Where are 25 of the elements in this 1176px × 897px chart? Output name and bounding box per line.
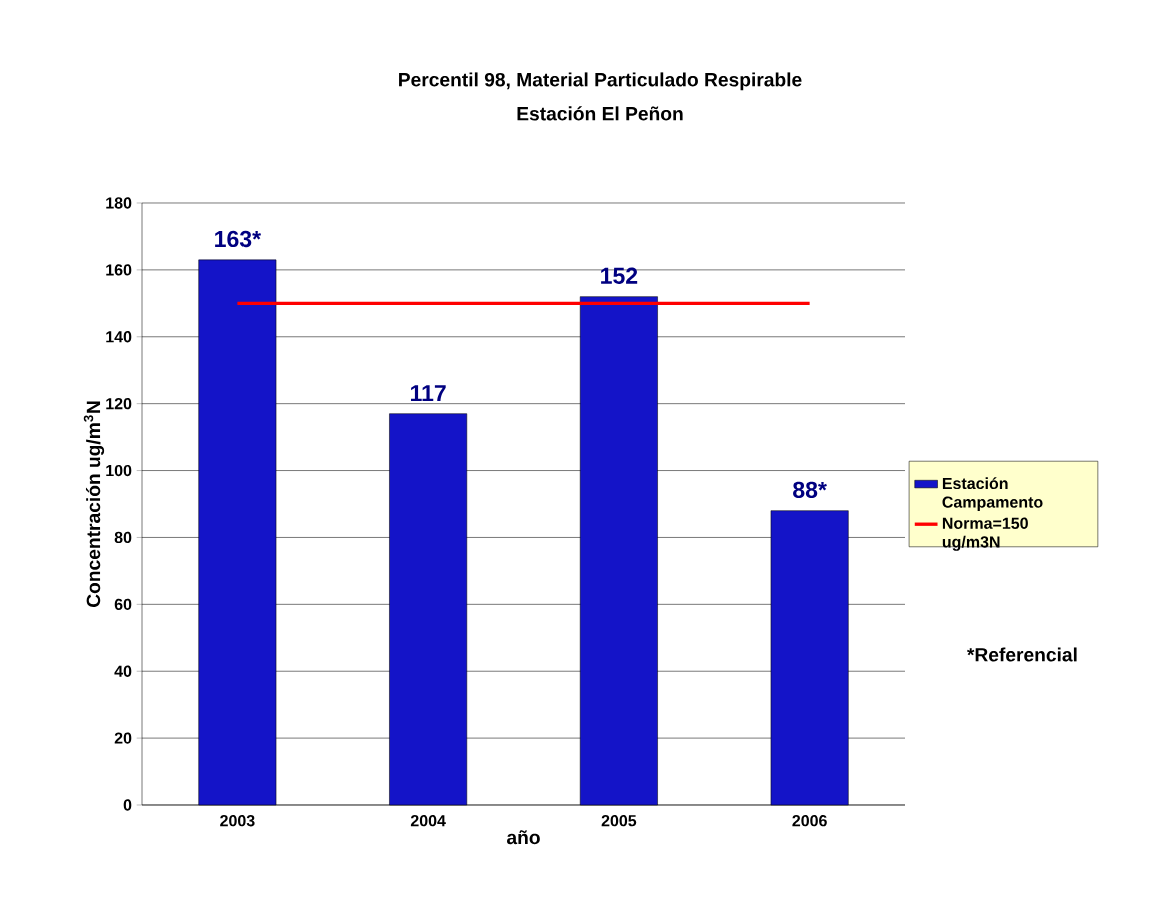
y-tick-label: 20 — [114, 732, 132, 744]
y-tick-label: 60 — [114, 598, 132, 610]
data-label: 152 — [601, 267, 638, 284]
y-axis-title: Concentración ug/m$^{3}$N — [83, 401, 105, 607]
y-tick-label: 160 — [106, 264, 132, 276]
y-tick-label: 140 — [106, 331, 132, 343]
text: *Referencial — [967, 647, 1077, 662]
chart-title: Percentil 98, Material Particulado Respirable — [399, 72, 802, 91]
x-tick-label: 2006 — [792, 815, 827, 827]
data-label: 117 — [410, 385, 446, 401]
chart-subtitle: Estación El Peñon — [517, 106, 683, 121]
y-tick-label: 0 — [123, 799, 132, 811]
x-tick-label: 2003 — [220, 815, 255, 827]
x-axis-title: año — [507, 830, 540, 845]
y-tick-label: 80 — [114, 531, 132, 544]
legend-label: Estación Campamento — [942, 477, 1043, 511]
x-tick-label: 2005 — [601, 815, 637, 827]
y-tick-label: 100 — [106, 464, 132, 477]
data-label: 88* — [793, 481, 827, 498]
y-tick-label: 120 — [106, 398, 132, 410]
x-tick-label: 2004 — [410, 815, 446, 827]
data-label: 163* — [215, 230, 262, 248]
y-tick-label: 180 — [106, 197, 132, 209]
legend-label: Norma=150 ug/m3N — [942, 517, 1028, 551]
y-tick-label: 40 — [114, 665, 132, 677]
